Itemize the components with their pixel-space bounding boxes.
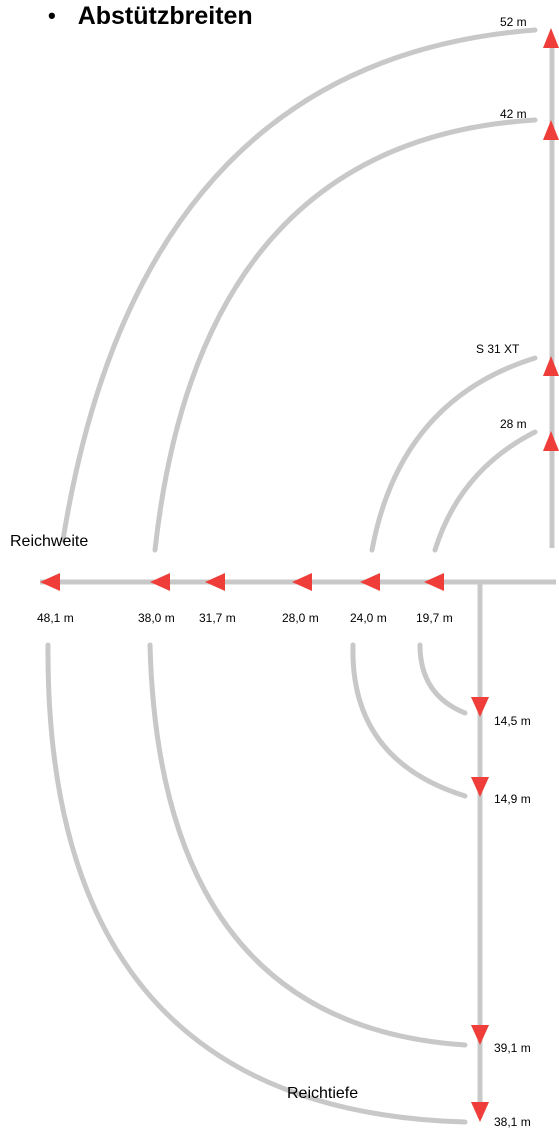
label-upper-52: 52 m [500, 15, 527, 29]
label-h-31-7: 31,7 m [199, 611, 236, 625]
marker-left-24-0 [360, 573, 380, 591]
label-lower-38-1: 38,1 m [494, 1115, 531, 1129]
marker-down-14-5 [471, 697, 489, 717]
marker-up-52 [543, 28, 559, 48]
label-upper-s31xt: S 31 XT [476, 342, 520, 356]
arc-upper-52 [60, 27, 538, 543]
marker-left-19-7 [424, 573, 444, 591]
axis-label-reichweite: Reichweite [10, 533, 88, 550]
bullet-icon: • [48, 3, 56, 28]
label-lower-14-9: 14,9 m [494, 792, 531, 806]
marker-up-s31xt [543, 356, 559, 376]
marker-left-38-0 [150, 573, 170, 591]
arc-upper-s31xt [369, 355, 538, 553]
arc-upper-28 [432, 429, 538, 553]
label-h-19-7: 19,7 m [416, 611, 453, 625]
label-lower-14-5: 14,5 m [494, 714, 531, 728]
page-title: Abstützbreiten [77, 2, 253, 30]
arc-upper-42 [152, 117, 538, 553]
axis-label-reichtiefe: Reichtiefe [287, 1085, 358, 1102]
label-upper-42: 42 m [500, 107, 527, 121]
marker-left-28-0 [292, 573, 312, 591]
marker-down-38-1 [471, 1102, 489, 1122]
marker-up-28 [543, 431, 559, 451]
page-title-row: • Abstützbreiten [48, 0, 253, 32]
arc-lower-14-5 [417, 642, 468, 716]
label-h-24-0: 24,0 m [350, 611, 387, 625]
label-upper-28: 28 m [500, 417, 527, 431]
marker-up-42 [543, 120, 559, 140]
arc-lower-14-9 [350, 642, 468, 799]
arc-lower-39-1 [147, 642, 468, 1048]
marker-left-31-7 [205, 573, 225, 591]
arc-lower-38-1 [45, 642, 468, 1125]
marker-down-14-9 [471, 777, 489, 797]
label-h-48-1: 48,1 m [37, 611, 74, 625]
label-h-38-0: 38,0 m [138, 611, 175, 625]
marker-left-48-1 [40, 573, 60, 591]
label-h-28-0: 28,0 m [282, 611, 319, 625]
label-lower-39-1: 39,1 m [494, 1041, 531, 1055]
marker-down-39-1 [471, 1025, 489, 1045]
